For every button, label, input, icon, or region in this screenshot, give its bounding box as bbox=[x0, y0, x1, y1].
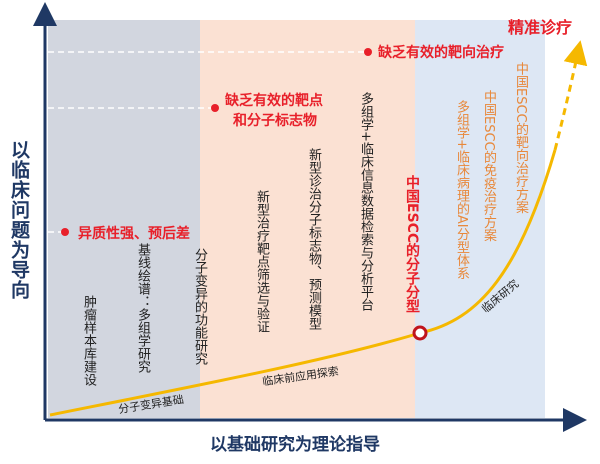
curve bbox=[49, 149, 557, 417]
item: 新型诊治分子标志物、预测模型 bbox=[306, 148, 321, 330]
y-axis-label: 以临床问题为导向 bbox=[8, 140, 30, 300]
zone-basic bbox=[48, 20, 200, 418]
problem: 缺乏有效的靶点 bbox=[225, 93, 323, 109]
item: 中国ESCC的分子分型 bbox=[404, 175, 420, 314]
item: 中国ESCC的免疫治疗方案 bbox=[481, 90, 496, 242]
problem: 异质性强、预后差 bbox=[78, 226, 190, 242]
dot bbox=[61, 228, 69, 236]
item: 新型治疗靶点筛选与验证 bbox=[254, 190, 269, 333]
x-axis-label: 以基础研究为理论指导 bbox=[210, 435, 380, 455]
dot bbox=[364, 48, 372, 56]
item: 肿瘤样本库建设 bbox=[81, 295, 96, 386]
item: 基线绘谱：多组学研究 bbox=[135, 243, 150, 373]
problem: 和分子标志物 bbox=[233, 113, 317, 129]
dot bbox=[211, 104, 219, 112]
milestone bbox=[412, 325, 428, 341]
zone-preclinical bbox=[200, 20, 415, 418]
item: 多组学+临床信息数据检索与分析平台 bbox=[358, 92, 373, 311]
problem: 缺乏有效的靶向治疗 bbox=[378, 45, 504, 61]
zone-clinical bbox=[415, 20, 545, 418]
item: 分子变异的功能研究 bbox=[192, 248, 207, 365]
curve-dashed bbox=[553, 40, 588, 151]
item: 中国ESCC的靶向治疗方案 bbox=[513, 62, 528, 214]
goal: 精准诊疗 bbox=[508, 18, 573, 37]
item: 多组学+临床病理的AI分型体系 bbox=[454, 100, 469, 280]
